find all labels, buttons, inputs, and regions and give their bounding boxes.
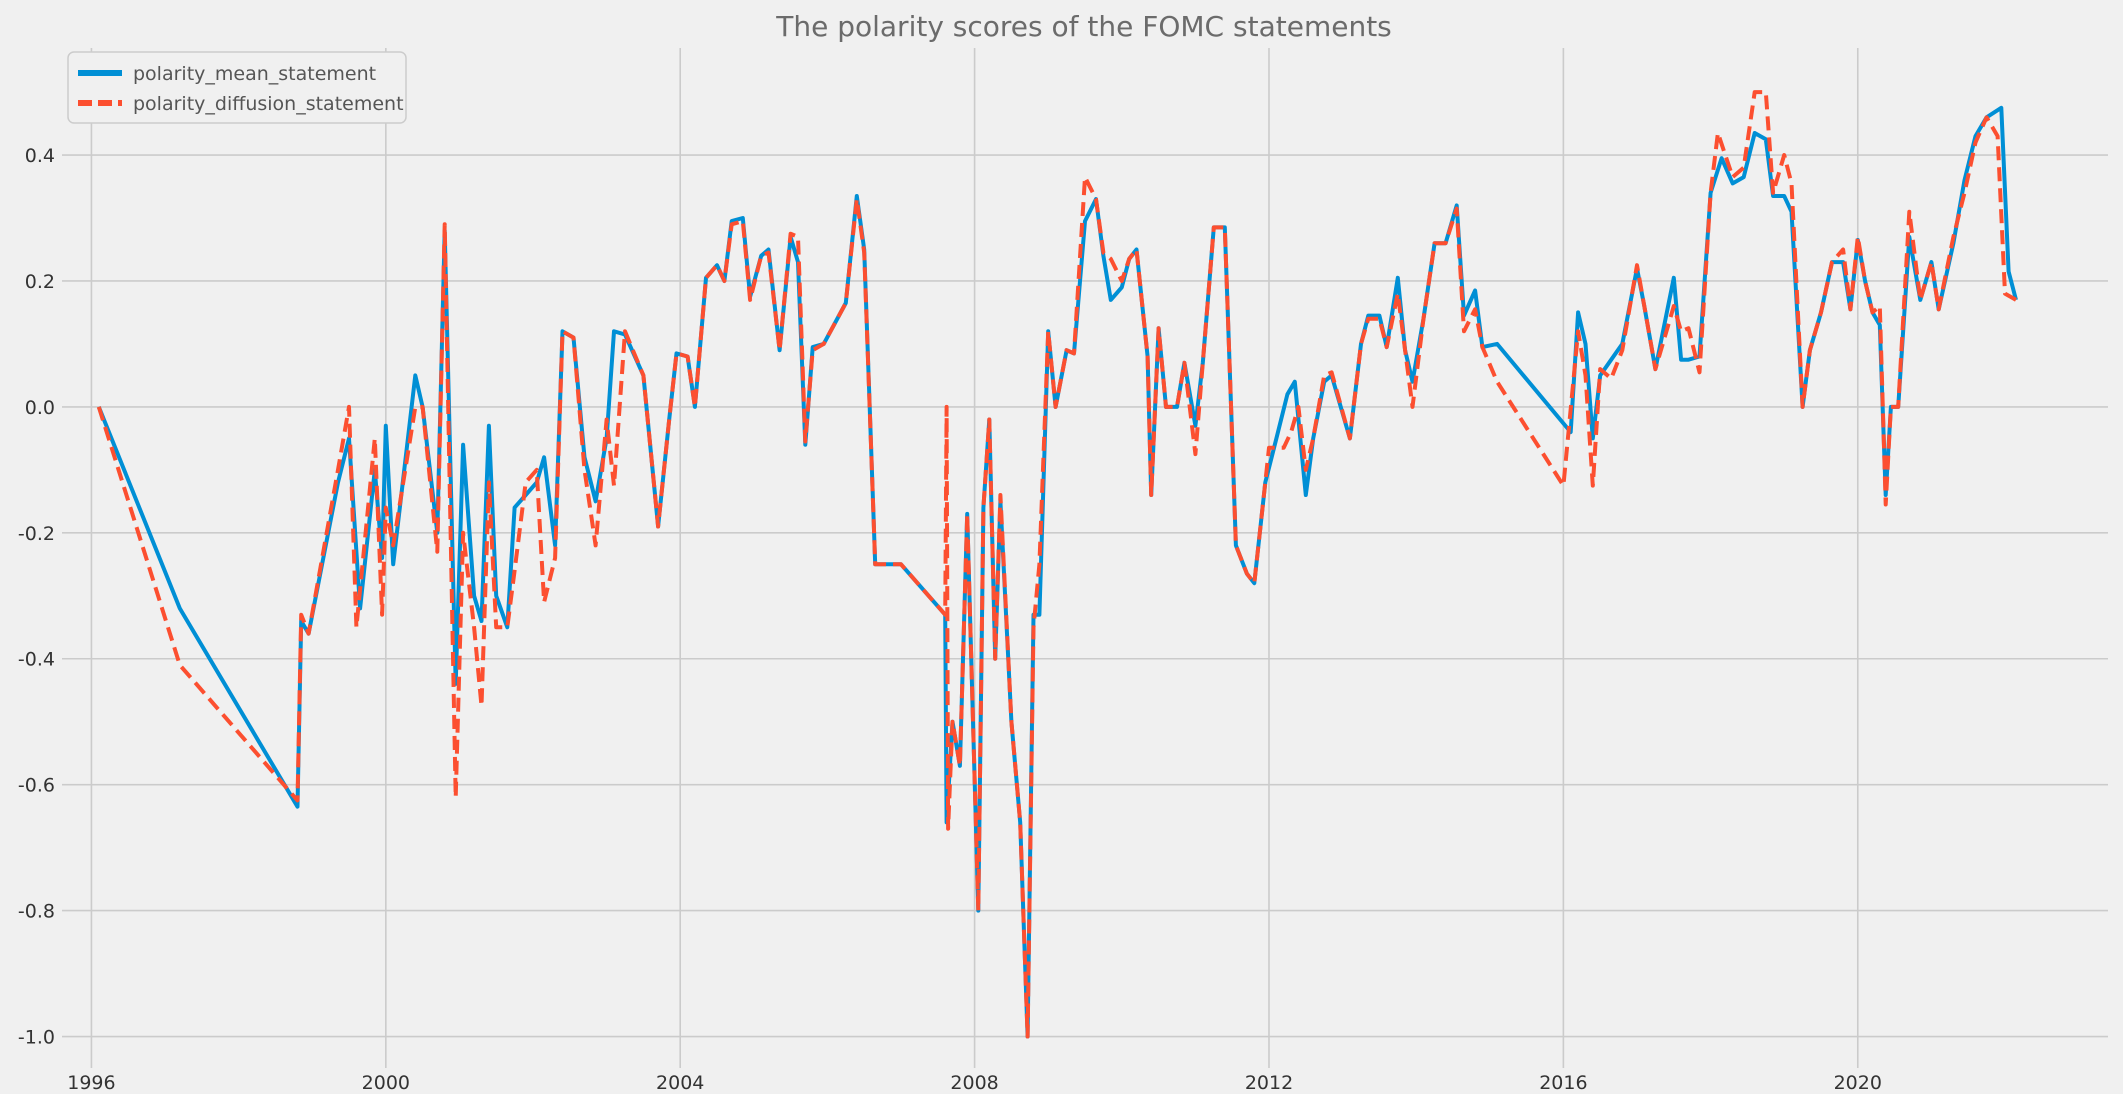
x-tick-label: 1996: [67, 1072, 115, 1094]
y-tick-label: 0.0: [25, 397, 55, 419]
y-tick-label: -0.6: [18, 775, 55, 797]
x-tick-label: 2016: [1539, 1072, 1587, 1094]
y-tick-label: -0.4: [18, 649, 55, 671]
y-tick-label: 0.2: [25, 271, 55, 293]
x-tick-label: 2008: [950, 1072, 998, 1094]
x-tick-label: 2012: [1245, 1072, 1293, 1094]
gridlines: [62, 48, 2108, 1068]
y-tick-label: 0.4: [25, 145, 55, 167]
series-lines: [96, 90, 2018, 1039]
x-tick-label: 2000: [362, 1072, 410, 1094]
y-tick-label: -1.0: [18, 1027, 55, 1049]
y-tick-label: -0.2: [18, 523, 55, 545]
x-tick-label: 2004: [656, 1072, 704, 1094]
chart-title: The polarity scores of the FOMC statemen…: [775, 10, 1392, 43]
legend-box: [67, 51, 407, 124]
axis-tick-labels: -1.0 -0.8 -0.6 -0.4 -0.2 0.0 0.2 0.4 1996 2000 200…: [18, 145, 1882, 1094]
legend: polarity_mean_statement polarity_diffusi…: [67, 51, 407, 124]
legend-label-mean: polarity_mean_statement: [133, 63, 376, 85]
y-tick-label: -0.8: [18, 901, 55, 923]
x-tick-label: 2020: [1834, 1072, 1882, 1094]
series-line-polarity_diffusion_statement: [96, 90, 2017, 1039]
legend-label-diffusion: polarity_diffusion_statement: [133, 93, 404, 115]
